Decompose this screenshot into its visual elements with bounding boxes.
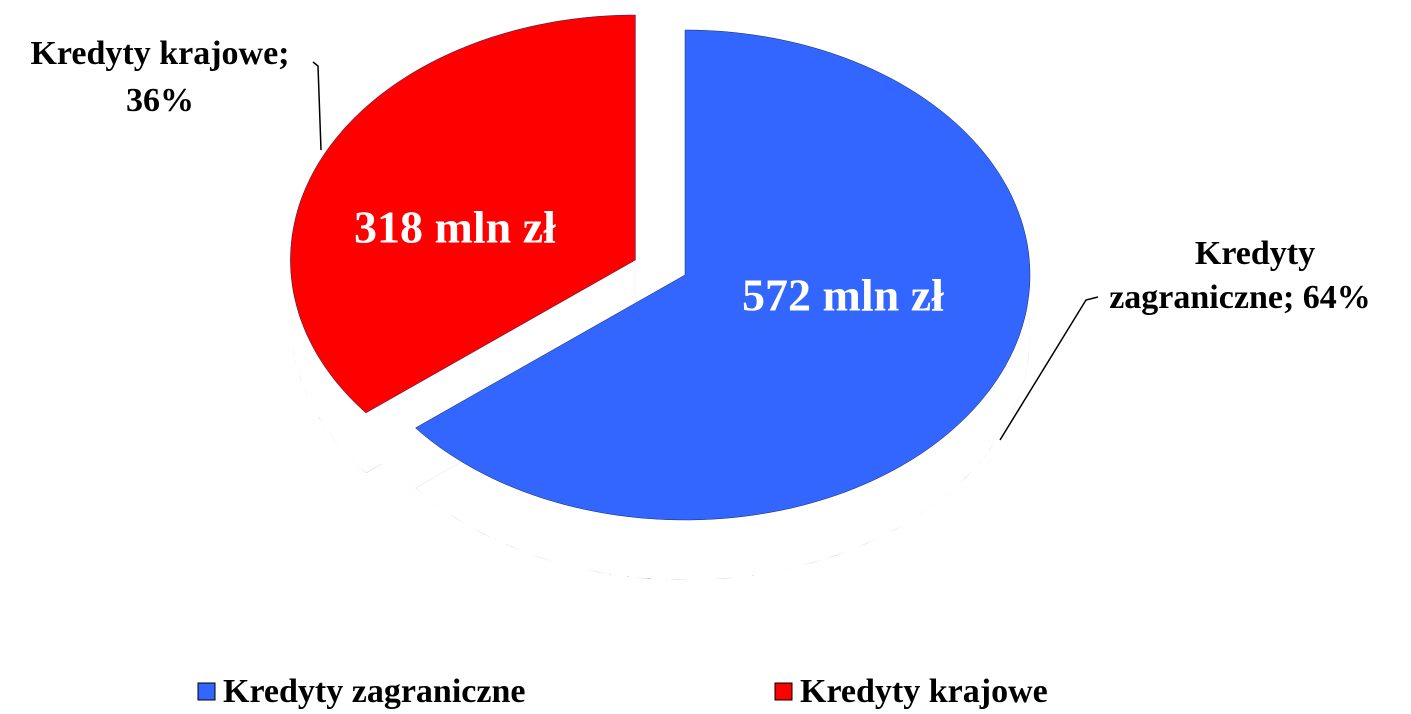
pie	[290, 14, 1031, 580]
legend-swatch	[197, 682, 216, 701]
data-label: Kredyty	[1195, 235, 1315, 272]
value-label: 318 mln zł	[354, 202, 556, 253]
value-label: 572 mln zł	[742, 270, 944, 321]
labels: 572 mln zł 318 mln zł Kredyty zagraniczne; …	[30, 35, 1370, 321]
legend-swatch	[774, 682, 793, 701]
leader-line	[999, 296, 1099, 441]
legend-label: Kredyty zagraniczne	[223, 673, 525, 710]
slice	[290, 14, 636, 414]
data-label: zagraniczne; 64%	[1109, 279, 1371, 316]
legend-label: Kredyty krajowe	[800, 673, 1048, 710]
data-label: Kredyty krajowe;	[30, 35, 289, 72]
leader-line	[312, 61, 322, 151]
data-label: 36%	[126, 82, 194, 119]
legend: Kredyty zagraniczne Kredyty krajowe	[197, 673, 1048, 710]
slice	[415, 29, 1031, 521]
